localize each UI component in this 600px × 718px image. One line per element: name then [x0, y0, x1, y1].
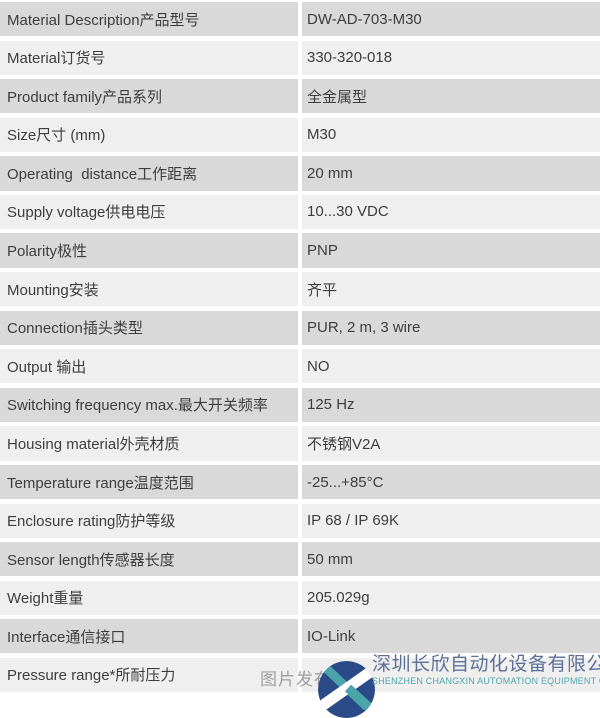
- spec-label-cell: Operating distance工作距离: [0, 156, 298, 191]
- table-row: Supply voltage供电电压 10...30 VDC: [0, 194, 600, 230]
- spec-value-cell: [302, 657, 600, 693]
- spec-value-cell: M30: [302, 117, 600, 152]
- spec-label-cell: Connection插头类型: [0, 310, 298, 345]
- spec-label-cell: Mounting安装: [0, 272, 298, 307]
- spec-value-cell: DW-AD-703-M30: [302, 2, 600, 37]
- spec-value-cell: PNP: [302, 233, 600, 268]
- spec-value-cell: 330-320-018: [302, 40, 600, 75]
- table-row: Operating distance工作距离 20 mm: [0, 156, 600, 191]
- table-row: Weight重量 205.029g: [0, 580, 600, 615]
- table-row: Output 输出 NO: [0, 349, 600, 384]
- table-row: Interface通信接口 IO-Link: [0, 619, 600, 654]
- spec-value-cell: 205.029g: [302, 580, 600, 615]
- spec-value-cell: IP 68 / IP 69K: [302, 503, 600, 538]
- table-row: Pressure range*所耐压力: [0, 657, 600, 693]
- spec-value-cell: 不锈钢V2A: [302, 426, 600, 461]
- spec-label-cell: Output 输出: [0, 349, 298, 384]
- spec-label-cell: Material订货号: [0, 40, 298, 75]
- spec-label-cell: Switching frequency max.最大开关频率: [0, 387, 298, 422]
- spec-label-cell: Temperature range温度范围: [0, 464, 298, 500]
- spec-table: Material Description产品型号 DW-AD-703-M30 M…: [0, 2, 600, 693]
- table-row: Material订货号 330-320-018: [0, 40, 600, 75]
- spec-label-cell: Size尺寸 (mm): [0, 117, 298, 152]
- table-row: Temperature range温度范围 -25...+85°C: [0, 464, 600, 500]
- table-row: Housing material外壳材质 不锈钢V2A: [0, 426, 600, 461]
- spec-label-cell: Sensor length传感器长度: [0, 542, 298, 577]
- table-row: Sensor length传感器长度 50 mm: [0, 542, 600, 577]
- spec-label-cell: Supply voltage供电电压: [0, 194, 298, 230]
- spec-value-cell: 全金属型: [302, 79, 600, 114]
- spec-label-cell: Material Description产品型号: [0, 2, 298, 37]
- spec-value-cell: -25...+85°C: [302, 464, 600, 500]
- table-row: Size尺寸 (mm) M30: [0, 117, 600, 152]
- spec-value-cell: NO: [302, 349, 600, 384]
- spec-value-cell: IO-Link: [302, 619, 600, 654]
- spec-label-cell: Interface通信接口: [0, 619, 298, 654]
- table-row: Connection插头类型 PUR, 2 m, 3 wire: [0, 310, 600, 345]
- spec-label-cell: Polarity极性: [0, 233, 298, 268]
- spec-label-cell: Housing material外壳材质: [0, 426, 298, 461]
- spec-label-cell: Product family产品系列: [0, 79, 298, 114]
- spec-value-cell: 50 mm: [302, 542, 600, 577]
- table-row: Polarity极性 PNP: [0, 233, 600, 268]
- table-row: Mounting安装 齐平: [0, 272, 600, 307]
- table-row: Switching frequency max.最大开关频率 125 Hz: [0, 387, 600, 422]
- table-row: Enclosure rating防护等级 IP 68 / IP 69K: [0, 503, 600, 538]
- table-row: Material Description产品型号 DW-AD-703-M30: [0, 2, 600, 37]
- spec-label-cell: Pressure range*所耐压力: [0, 657, 298, 693]
- spec-label-cell: Weight重量: [0, 580, 298, 615]
- spec-value-cell: PUR, 2 m, 3 wire: [302, 310, 600, 345]
- spec-value-cell: 125 Hz: [302, 387, 600, 422]
- spec-value-cell: 10...30 VDC: [302, 194, 600, 230]
- table-row: Product family产品系列 全金属型: [0, 79, 600, 114]
- spec-value-cell: 齐平: [302, 272, 600, 307]
- spec-label-cell: Enclosure rating防护等级: [0, 503, 298, 538]
- spec-value-cell: 20 mm: [302, 156, 600, 191]
